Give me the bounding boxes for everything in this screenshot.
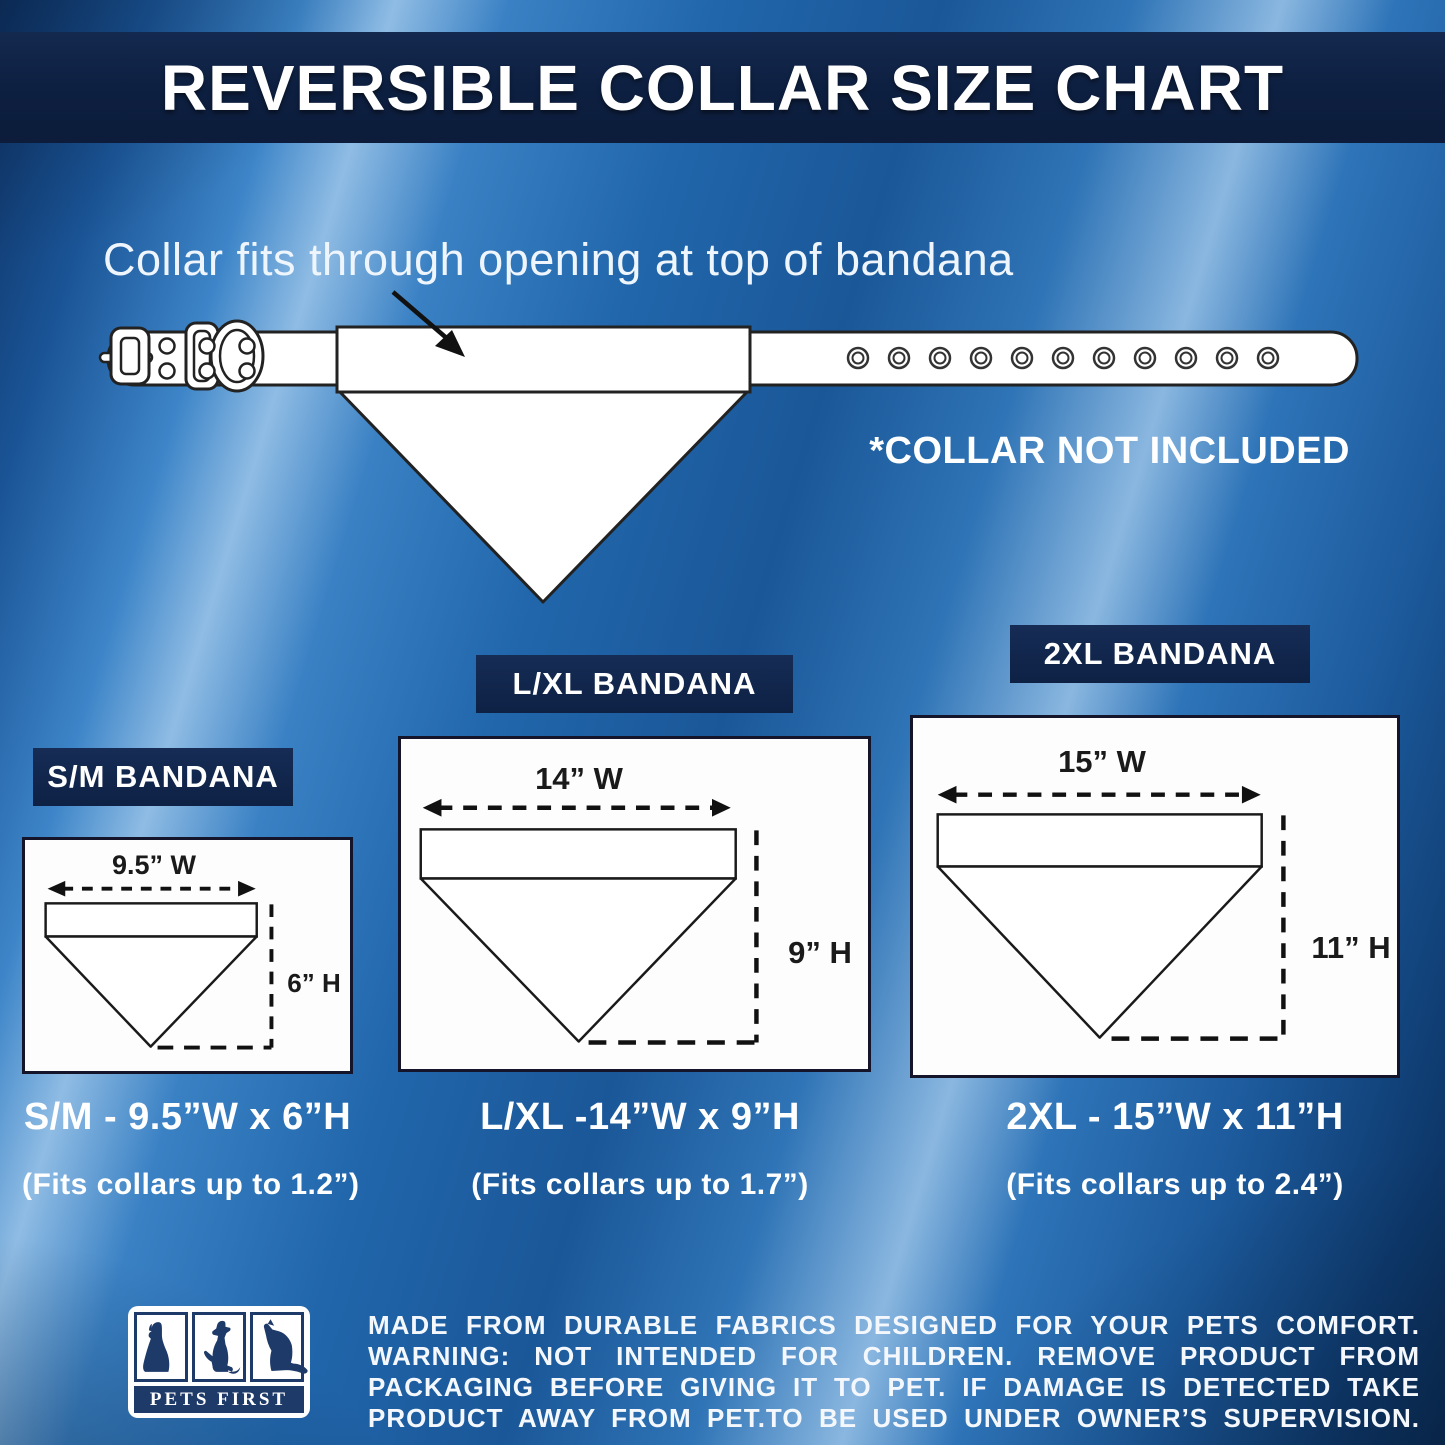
- size-label-lxl: L/XL -14”W x 9”H: [480, 1096, 800, 1138]
- diagram-box-sm: 9.5” W 6” H: [22, 837, 353, 1074]
- bandana-band-2xl: [936, 813, 1263, 868]
- height-label-lxl: 9” H: [788, 935, 852, 970]
- width-arrow-sm: [47, 880, 256, 897]
- bandana-triangle-sm: [44, 935, 258, 1048]
- eyelet-row: [846, 346, 1280, 370]
- diagram-box-2xl: 15” W 11” H: [910, 715, 1400, 1078]
- fits-label-sm: (Fits collars up to 1.2”): [22, 1168, 360, 1201]
- bandana-triangle-lxl: [419, 877, 737, 1043]
- panel-header-lxl: L/XL BANDANA: [476, 655, 793, 713]
- logo-name-bar: PETS FIRST: [134, 1386, 304, 1413]
- height-dashed-line-sm: [157, 904, 274, 1050]
- width-arrow-2xl: [937, 785, 1261, 804]
- height-dashed-line-2xl: [1111, 815, 1286, 1041]
- width-label-2xl: 15” W: [1058, 744, 1146, 779]
- bandana-triangle: [338, 390, 749, 604]
- collar-not-included-note: *COLLAR NOT INCLUDED: [869, 430, 1350, 472]
- bandana-sleeve: [335, 325, 752, 394]
- diagram-2xl: [936, 785, 1286, 1041]
- bandana-triangle-2xl: [936, 865, 1263, 1039]
- bandana-band-sm: [44, 902, 258, 938]
- title-bar: REVERSIBLE COLLAR SIZE CHART: [0, 32, 1445, 143]
- diagram-lxl: [419, 798, 759, 1045]
- height-label-sm: 6” H: [287, 968, 341, 998]
- collar-illustration: [98, 290, 1359, 604]
- size-label-2xl: 2XL - 15”W x 11”H: [1006, 1096, 1344, 1138]
- buckle-icon: [98, 319, 265, 393]
- dog-silhouette-1-icon: [134, 1312, 188, 1382]
- height-dashed-line-lxl: [588, 830, 759, 1045]
- panel-header-sm-label: S/M BANDANA: [47, 759, 279, 794]
- height-label-2xl: 11” H: [1311, 930, 1391, 965]
- pets-first-logo: PETS FIRST: [128, 1306, 310, 1418]
- diagram-box-lxl: 14” W 9” H: [398, 736, 871, 1072]
- pointer-arrow-icon: [391, 290, 465, 357]
- width-arrow-lxl: [422, 798, 731, 817]
- width-label-sm: 9.5” W: [111, 850, 197, 880]
- warning-text: MADE FROM DURABLE FABRICS DESIGNED FOR Y…: [368, 1310, 1420, 1434]
- warning-line-2: WARNING: NOT INTENDED FOR CHILDREN. REMO…: [368, 1341, 1420, 1371]
- dog-silhouette-2-icon: [192, 1312, 246, 1382]
- warning-line-1: MADE FROM DURABLE FABRICS DESIGNED FOR Y…: [368, 1310, 1420, 1340]
- bandana-band-lxl: [419, 828, 737, 880]
- logo-dog-frames: [134, 1312, 308, 1382]
- panel-header-2xl: 2XL BANDANA: [1010, 625, 1310, 683]
- warning-line-4: PRODUCT AWAY FROM PET.TO BE USED UNDER O…: [368, 1403, 1420, 1433]
- size-label-sm: S/M - 9.5”W x 6”H: [23, 1096, 352, 1138]
- dog-silhouette-3-icon: [250, 1312, 308, 1382]
- panel-header-sm: S/M BANDANA: [33, 748, 293, 806]
- page-title: REVERSIBLE COLLAR SIZE CHART: [160, 51, 1285, 124]
- warning-line-3: PACKAGING BEFORE GIVING IT TO PET. IF DA…: [368, 1372, 1420, 1402]
- panel-header-2xl-label: 2XL BANDANA: [1043, 636, 1277, 671]
- fits-label-lxl: (Fits collars up to 1.7”): [471, 1168, 809, 1201]
- logo-text: PETS FIRST: [149, 1388, 289, 1410]
- collar-caption: Collar fits through opening at top of ba…: [103, 234, 1014, 285]
- fits-label-2xl: (Fits collars up to 2.4”): [1006, 1168, 1344, 1201]
- panel-header-lxl-label: L/XL BANDANA: [512, 666, 757, 701]
- width-label-lxl: 14” W: [535, 761, 623, 796]
- diagram-sm: [44, 880, 274, 1050]
